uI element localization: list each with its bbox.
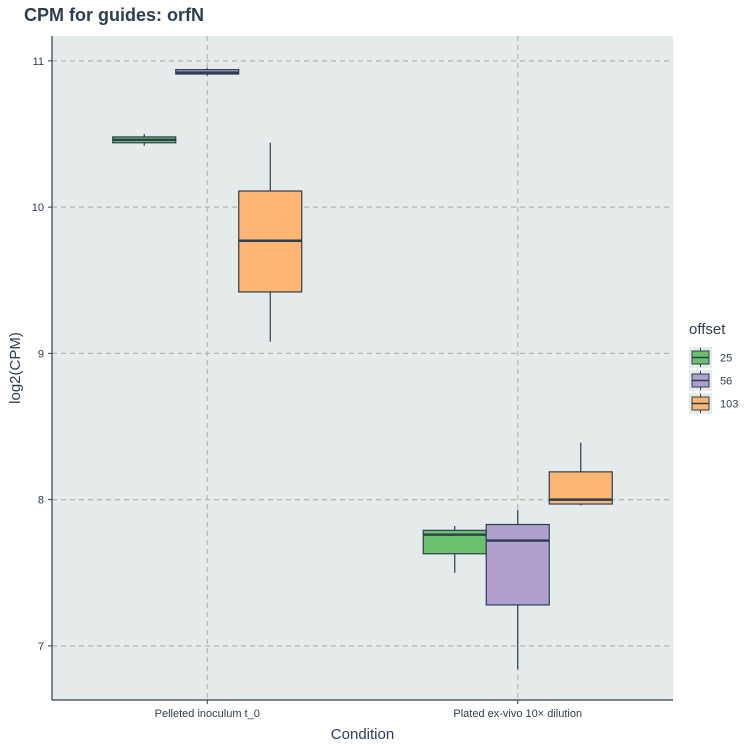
legend-label-56: 56 xyxy=(720,376,732,388)
y-axis-title: log2(CPM) xyxy=(7,332,24,404)
y-tick-label-7: 7 xyxy=(38,641,44,653)
y-tick-label-9: 9 xyxy=(38,348,44,360)
x-tick-label-2: Plated ex-vivo 10× dilution xyxy=(453,708,582,720)
y-tick-label-10: 10 xyxy=(32,202,44,214)
axes: 7 8 9 10 11 Pelleted inoculum t_0 Plated ex-vi… xyxy=(32,36,673,720)
box-56-1 xyxy=(175,68,240,76)
box-layer xyxy=(112,68,613,670)
panel-background xyxy=(52,36,673,700)
box-103-1 xyxy=(238,142,303,342)
box-56-2 xyxy=(485,509,550,670)
x-axis-title: Condition xyxy=(331,726,394,743)
plot-panel xyxy=(52,36,673,700)
box-body xyxy=(485,523,550,606)
box-103-2 xyxy=(548,442,613,506)
y-tick-label-11: 11 xyxy=(33,56,44,68)
y-tick-label-8: 8 xyxy=(38,495,44,507)
legend-label-25: 25 xyxy=(720,353,732,365)
box-25-1 xyxy=(112,133,177,146)
grid-lines xyxy=(52,36,673,700)
legend-item-103: 103 xyxy=(689,393,738,414)
legend-label-103: 103 xyxy=(720,399,738,411)
x-tick-label-1: Pelleted inoculum t_0 xyxy=(155,708,260,720)
legend: offset 25 56 103 xyxy=(689,321,738,414)
legend-title: offset xyxy=(689,321,726,338)
box-25-2 xyxy=(422,525,487,573)
chart-title: CPM for guides: orfN xyxy=(24,5,204,25)
legend-item-56: 56 xyxy=(689,370,732,391)
legend-item-25: 25 xyxy=(689,347,732,368)
